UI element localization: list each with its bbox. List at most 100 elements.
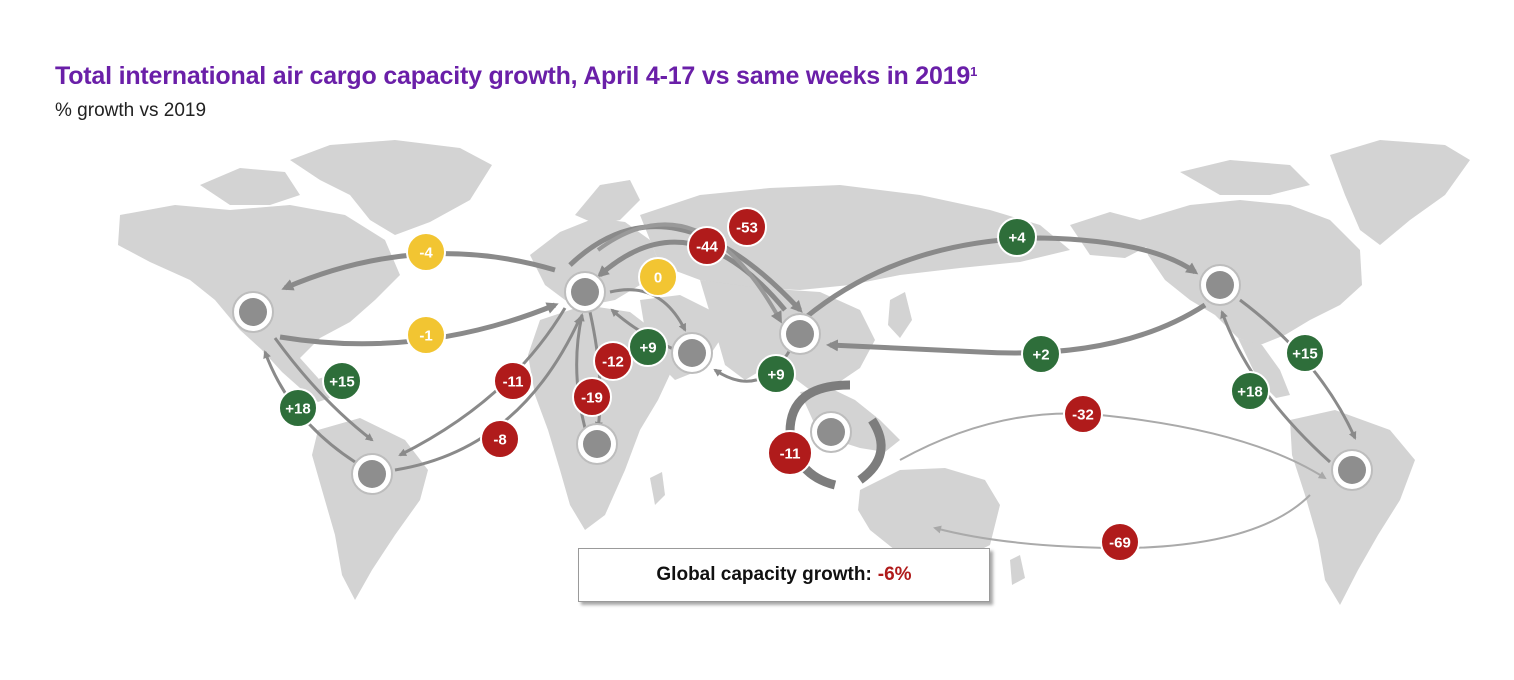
badge-circle [322, 361, 362, 401]
badge-circle [767, 430, 813, 476]
title-footnote: 1 [970, 64, 978, 79]
badge-label: -1 [419, 328, 432, 345]
badge-na-sa-15: +15 [322, 361, 362, 401]
badge-label: -12 [602, 354, 624, 371]
chart-title-text: Total international air cargo capacity g… [55, 62, 971, 90]
route-pacific-top [899, 412, 1327, 480]
badge-eu-me: 0 [638, 257, 678, 297]
route-eu-asia-mid [596, 222, 782, 324]
badge-eu-sa-8: -8 [480, 419, 520, 459]
badge-circle [493, 361, 533, 401]
route-na-sa-15 [273, 337, 374, 442]
badge-label: +18 [285, 401, 310, 418]
chart-title: Total international air cargo capacity g… [55, 62, 977, 91]
badge-label: +18 [1237, 384, 1262, 401]
badge-circle [278, 388, 318, 428]
badge-na2-sa2-18: +18 [1230, 371, 1270, 411]
badge-circle [687, 226, 727, 266]
badge-circle [727, 207, 767, 247]
global-capacity-box: Global capacity growth: -6% [578, 548, 990, 602]
badge-label: -8 [493, 432, 506, 449]
badge-label: -4 [419, 245, 433, 262]
canada-arctic-right [1180, 160, 1310, 195]
badge-label: -19 [581, 390, 603, 407]
badge-eu-sa-11: -11 [493, 361, 533, 401]
badge-circle [756, 354, 796, 394]
badge-label: +15 [1292, 346, 1317, 363]
badge-na-sa-18: +18 [278, 388, 318, 428]
route-intra-asia-right [857, 417, 886, 484]
badge-circle [406, 315, 446, 355]
badge-circle [1230, 371, 1270, 411]
japan [888, 292, 912, 338]
badge-label: -69 [1109, 535, 1131, 552]
greenland-left [290, 140, 492, 235]
badge-na2-sa2-15: +15 [1285, 333, 1325, 373]
badge-na-eu-bottom: -1 [406, 315, 446, 355]
south-america-right [1290, 410, 1415, 605]
hub-dot-south-america-west [358, 460, 386, 488]
badge-label: +9 [767, 367, 784, 384]
hub-dot-middle-east [678, 339, 706, 367]
badge-label: -32 [1072, 407, 1094, 424]
australia [858, 468, 1000, 560]
badge-circle [997, 217, 1037, 257]
badge-eu-asia-44: -44 [687, 226, 727, 266]
badge-me-eu-9: +9 [628, 327, 668, 367]
hub-dot-south-america-east [1338, 456, 1366, 484]
badge-eu-af-12: -12 [593, 341, 633, 381]
scandinavia [575, 180, 640, 225]
hub-dot-china [786, 320, 814, 348]
global-capacity-label: Global capacity growth: [656, 564, 872, 585]
europe [530, 218, 660, 305]
new-zealand [1010, 555, 1025, 585]
badge-label: -11 [503, 374, 524, 391]
route-na-asia-bottom [826, 302, 1207, 356]
badge-eu-af-19: -19 [572, 377, 612, 417]
badge-asia-me-9: +9 [756, 354, 796, 394]
badge-na-eu-top: -4 [406, 232, 446, 272]
central-america-right [1238, 338, 1290, 398]
badge-asia-na-4: +4 [997, 217, 1037, 257]
route-af-eu [575, 313, 587, 429]
chart-subtitle: % growth vs 2019 [55, 100, 207, 121]
badge-pac-69: -69 [1100, 522, 1140, 562]
badge-label: +9 [639, 340, 656, 357]
badge-circle [1285, 333, 1325, 373]
badge-label: +15 [329, 374, 354, 391]
greenland-right [1330, 140, 1470, 245]
badge-circle [638, 257, 678, 297]
badge-label: +4 [1008, 230, 1026, 247]
canada-arctic [200, 168, 300, 205]
global-capacity-value: -6% [877, 564, 912, 585]
badge-pac-32: -32 [1063, 394, 1103, 434]
badge-circle [1100, 522, 1140, 562]
badge-asia-na-2: +2 [1021, 334, 1061, 374]
badge-circle [1021, 334, 1061, 374]
north-america-right [1140, 200, 1362, 345]
badge-label: +2 [1032, 347, 1049, 364]
hub-dot-europe [571, 278, 599, 306]
alaska-right [1070, 212, 1150, 258]
badge-circle [593, 341, 633, 381]
south-america-left [312, 418, 428, 600]
badge-intra-asia: -11 [767, 430, 813, 476]
badge-eu-asia-53: -53 [727, 207, 767, 247]
badge-circle [628, 327, 668, 367]
badges: -4 -1 0 -53 -44 +4 +2 +15 +18 -11 -8 -12 -19 +9 +9 -11 -… [278, 207, 1325, 562]
hub-dot-africa [583, 430, 611, 458]
badge-label: 0 [654, 270, 662, 287]
badge-circle [572, 377, 612, 417]
central-america-left [262, 350, 330, 402]
badge-label: -53 [736, 220, 758, 237]
badge-circle [406, 232, 446, 272]
hub-dot-southeast-asia [817, 418, 845, 446]
hub-dot-north-america-west [239, 298, 267, 326]
hubs [232, 264, 1373, 495]
badge-circle [480, 419, 520, 459]
badge-label: -44 [696, 239, 718, 256]
madagascar [650, 472, 665, 505]
hub-dot-north-america-east [1206, 271, 1234, 299]
north-america-left [118, 205, 400, 365]
